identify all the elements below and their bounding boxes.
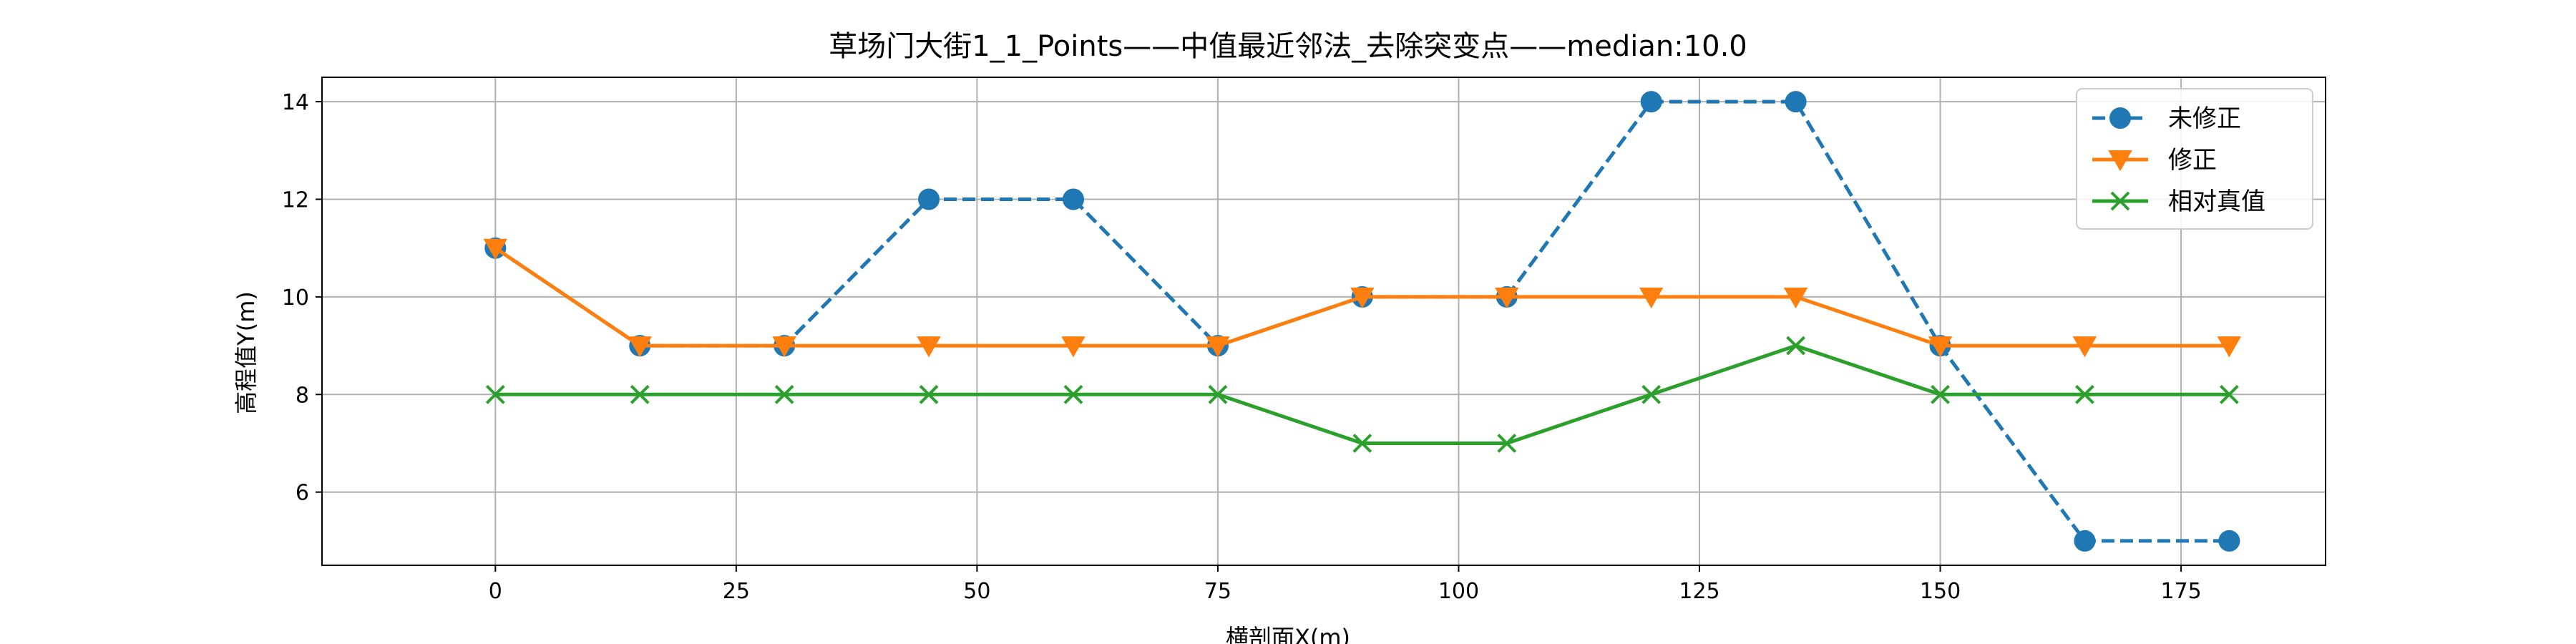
data-point [1641, 384, 1662, 404]
data-point [1063, 384, 1083, 404]
y-axis-label: 高程值Y(m) [233, 291, 260, 414]
data-point [1640, 91, 1662, 113]
x-tick-label: 0 [489, 579, 502, 604]
legend-marker [2108, 150, 2132, 172]
data-point [2219, 384, 2239, 404]
y-tick-label: 8 [296, 383, 309, 408]
data-point [1208, 384, 1228, 404]
legend-item: 相对真值 [2092, 187, 2265, 216]
x-marker-stroke [2110, 191, 2130, 211]
data-point [628, 336, 652, 358]
data-point [485, 384, 505, 404]
legend-marker [2109, 107, 2131, 129]
series-2 [485, 336, 2239, 453]
data-point [1352, 434, 1372, 453]
y-tick-label: 10 [282, 286, 309, 311]
x-tick-label: 25 [723, 579, 750, 604]
legend-label: 修正 [2168, 146, 2217, 175]
data-point [774, 384, 794, 404]
legend-item: 修正 [2092, 146, 2217, 175]
data-point [2075, 384, 2094, 404]
y-tick-label: 12 [282, 188, 309, 213]
data-point [1639, 287, 1664, 309]
x-marker-stroke [630, 384, 650, 404]
data-point [917, 336, 941, 358]
x-tick-label: 50 [963, 579, 990, 604]
chart-title: 草场门大街1_1_Points——中值最近邻法_去除突变点——median:10… [829, 30, 1747, 63]
x-tick-label: 125 [1679, 579, 1719, 604]
data-point [1061, 336, 1085, 358]
x-marker-stroke [2219, 384, 2239, 404]
data-point [1785, 91, 1807, 113]
legend-label: 相对真值 [2168, 187, 2265, 216]
axis-ticks: 0 25 50 75 100 125 150 175 6 8 10 12 14 [282, 90, 2202, 604]
x-marker-stroke [1641, 384, 1662, 404]
data-point [1206, 336, 1230, 358]
data-point [483, 238, 508, 260]
data-point [1928, 336, 1953, 358]
data-point [1063, 188, 1084, 210]
data-point [1495, 287, 1519, 309]
data-point [918, 188, 940, 210]
legend-item: 未修正 [2092, 104, 2241, 133]
data-point [2074, 530, 2096, 552]
data-point [1783, 287, 1808, 309]
data-point [2072, 336, 2097, 358]
x-marker-stroke [1352, 434, 1372, 453]
x-marker-stroke [1497, 434, 1517, 453]
legend-marker [2110, 191, 2130, 211]
x-tick-label: 150 [1920, 579, 1961, 604]
data-point [1931, 384, 1950, 404]
legend-box [2076, 88, 2313, 230]
legend-label: 未修正 [2168, 104, 2241, 133]
x-marker-stroke [1786, 336, 1806, 356]
x-axis-label: 横剖面X(m) [1226, 624, 1350, 644]
data-point [919, 384, 939, 404]
data-point [1497, 434, 1517, 453]
x-tick-label: 100 [1438, 579, 1479, 604]
series-1 [483, 238, 2242, 358]
x-marker-stroke [1208, 384, 1228, 404]
x-marker-stroke [919, 384, 939, 404]
x-marker-stroke [1063, 384, 1083, 404]
y-tick-label: 6 [296, 481, 309, 506]
data-point [630, 384, 650, 404]
x-marker-stroke [2075, 384, 2094, 404]
x-marker-stroke [774, 384, 794, 404]
y-tick-label: 14 [282, 90, 309, 115]
plot-frame [321, 77, 2326, 566]
data-point [1350, 287, 1375, 309]
data-point [2217, 336, 2242, 358]
series-layer [483, 91, 2242, 552]
x-tick-label: 75 [1204, 579, 1231, 604]
data-point [1786, 336, 1806, 356]
data-point [772, 336, 796, 358]
x-tick-label: 175 [2160, 579, 2201, 604]
x-marker-stroke [485, 384, 505, 404]
x-marker-stroke [1931, 384, 1950, 404]
data-point [2218, 530, 2240, 552]
